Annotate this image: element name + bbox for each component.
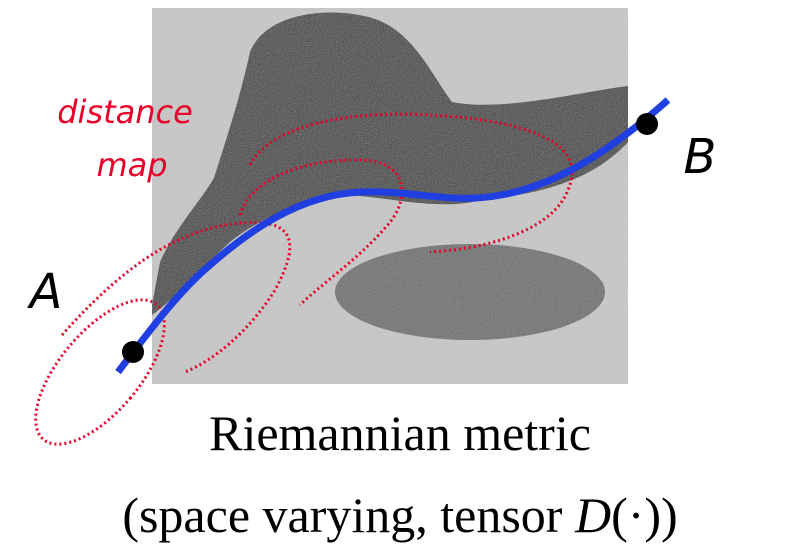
point-b-marker: [636, 113, 658, 135]
point-b-label: B: [684, 129, 717, 185]
gray-ellipse: [335, 244, 605, 340]
point-a-label: A: [27, 264, 63, 320]
diagram: distance map A B Riemannian metric (spac…: [0, 0, 799, 558]
point-a-marker: [122, 341, 144, 363]
map-label: map: [96, 146, 167, 184]
caption-part: (space varying, tensor: [122, 487, 575, 543]
caption-line-1: Riemannian metric: [209, 405, 591, 461]
caption-line-2: (space varying, tensor D(·)): [122, 487, 677, 543]
caption-symbol: D: [574, 487, 611, 543]
caption-part: (·)): [611, 487, 678, 543]
distance-label: distance: [57, 93, 193, 131]
